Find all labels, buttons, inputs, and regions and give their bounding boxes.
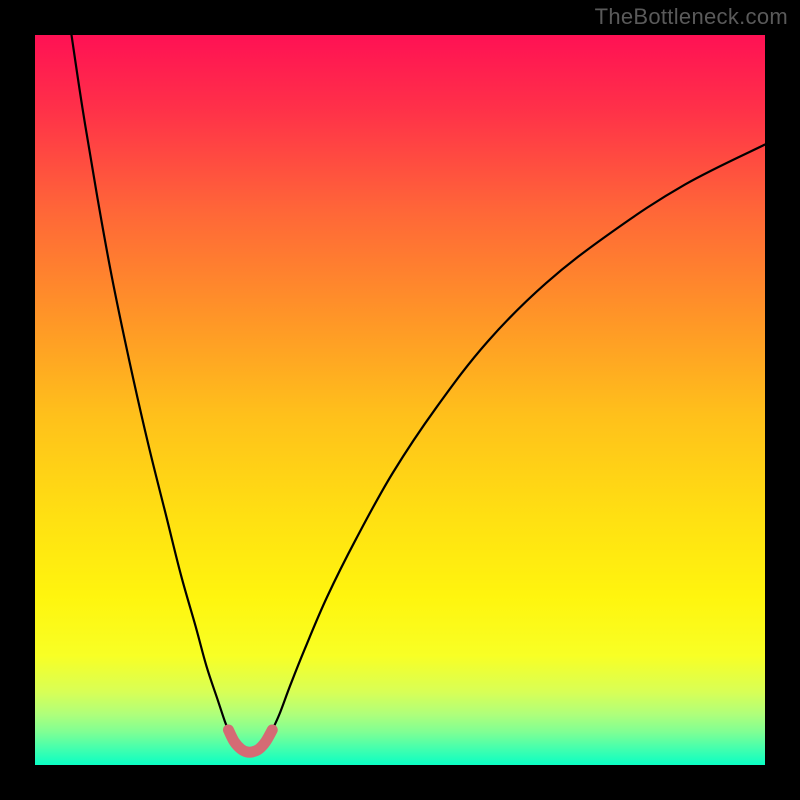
curve-bottom-u-marker bbox=[228, 730, 272, 752]
curve-right-branch bbox=[272, 145, 765, 730]
watermark-text: TheBottleneck.com bbox=[595, 4, 788, 30]
curve-left-branch bbox=[72, 35, 229, 730]
chart-curves bbox=[35, 35, 765, 765]
plot-area bbox=[35, 35, 765, 765]
